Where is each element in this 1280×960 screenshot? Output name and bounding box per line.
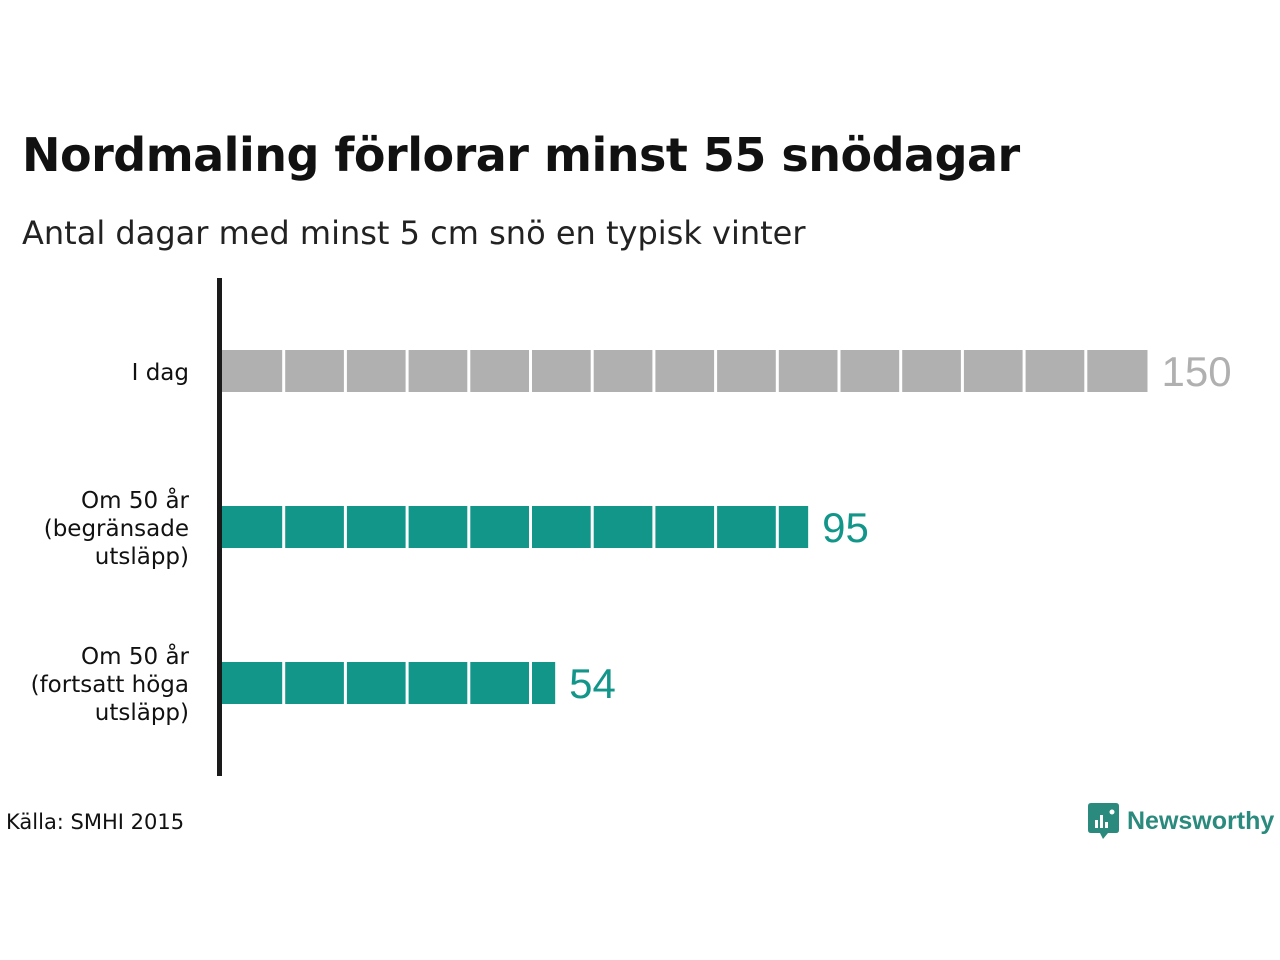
category-label-line: (begränsade bbox=[44, 516, 189, 542]
bar-block-divider bbox=[405, 350, 409, 392]
category-label-line: utsläpp) bbox=[95, 544, 189, 570]
bar-block-divider bbox=[652, 506, 656, 548]
chart-title: Nordmaling förlorar minst 55 snödagar bbox=[22, 128, 1020, 182]
bar bbox=[222, 506, 809, 548]
category-label-line: I dag bbox=[132, 360, 189, 386]
category-label: I dag bbox=[132, 360, 189, 386]
bar-block-divider bbox=[529, 506, 532, 548]
category-label-line: utsläpp) bbox=[95, 700, 189, 726]
bar-block-divider bbox=[775, 350, 779, 392]
bar-block-divider bbox=[714, 506, 718, 548]
bar-block-divider bbox=[467, 350, 471, 392]
newsworthy-logo-icon bbox=[1088, 803, 1119, 839]
bar-block-divider bbox=[405, 506, 409, 548]
value-label: 150 bbox=[1162, 348, 1232, 395]
category-label: Om 50 år (fortsatt höga utsläpp) bbox=[31, 642, 190, 726]
bar-block-divider bbox=[590, 350, 594, 392]
category-label-line: Om 50 år bbox=[81, 486, 189, 514]
bar-block-divider bbox=[529, 350, 532, 392]
bar bbox=[222, 350, 1148, 392]
bar-block-divider bbox=[1084, 350, 1088, 392]
bar bbox=[222, 662, 556, 704]
bar-block-divider bbox=[652, 350, 656, 392]
brand-logo: Newsworthy bbox=[1088, 803, 1274, 839]
bar-block-divider bbox=[960, 350, 964, 392]
bar-block-divider bbox=[467, 506, 471, 548]
value-label: 95 bbox=[822, 504, 869, 551]
bar-block-divider bbox=[529, 662, 532, 704]
category-label-line: Om 50 år bbox=[81, 642, 189, 670]
bar-block-divider bbox=[405, 662, 409, 704]
bar-block-divider bbox=[714, 350, 718, 392]
bar-block-divider bbox=[590, 506, 594, 548]
value-label: 54 bbox=[569, 660, 616, 707]
bar-block-divider bbox=[775, 506, 779, 548]
bar-block-divider bbox=[343, 662, 347, 704]
bar-block-divider bbox=[282, 350, 286, 392]
bar-block-divider bbox=[282, 506, 286, 548]
bar-block-divider bbox=[467, 662, 471, 704]
source-note: Källa: SMHI 2015 bbox=[6, 810, 185, 834]
bar-block-divider bbox=[343, 506, 347, 548]
bar-block-divider bbox=[1022, 350, 1026, 392]
brand-name: Newsworthy bbox=[1127, 806, 1275, 835]
bar-block-divider bbox=[343, 350, 347, 392]
bar-block-divider bbox=[282, 662, 286, 704]
y-axis-line bbox=[217, 278, 222, 776]
bar-block-divider bbox=[837, 350, 841, 392]
bar-block-divider bbox=[899, 350, 903, 392]
chart-subtitle: Antal dagar med minst 5 cm snö en typisk… bbox=[22, 214, 806, 252]
category-label-line: (fortsatt höga bbox=[31, 672, 189, 698]
category-label: Om 50 år (begränsade utsläpp) bbox=[44, 486, 190, 570]
